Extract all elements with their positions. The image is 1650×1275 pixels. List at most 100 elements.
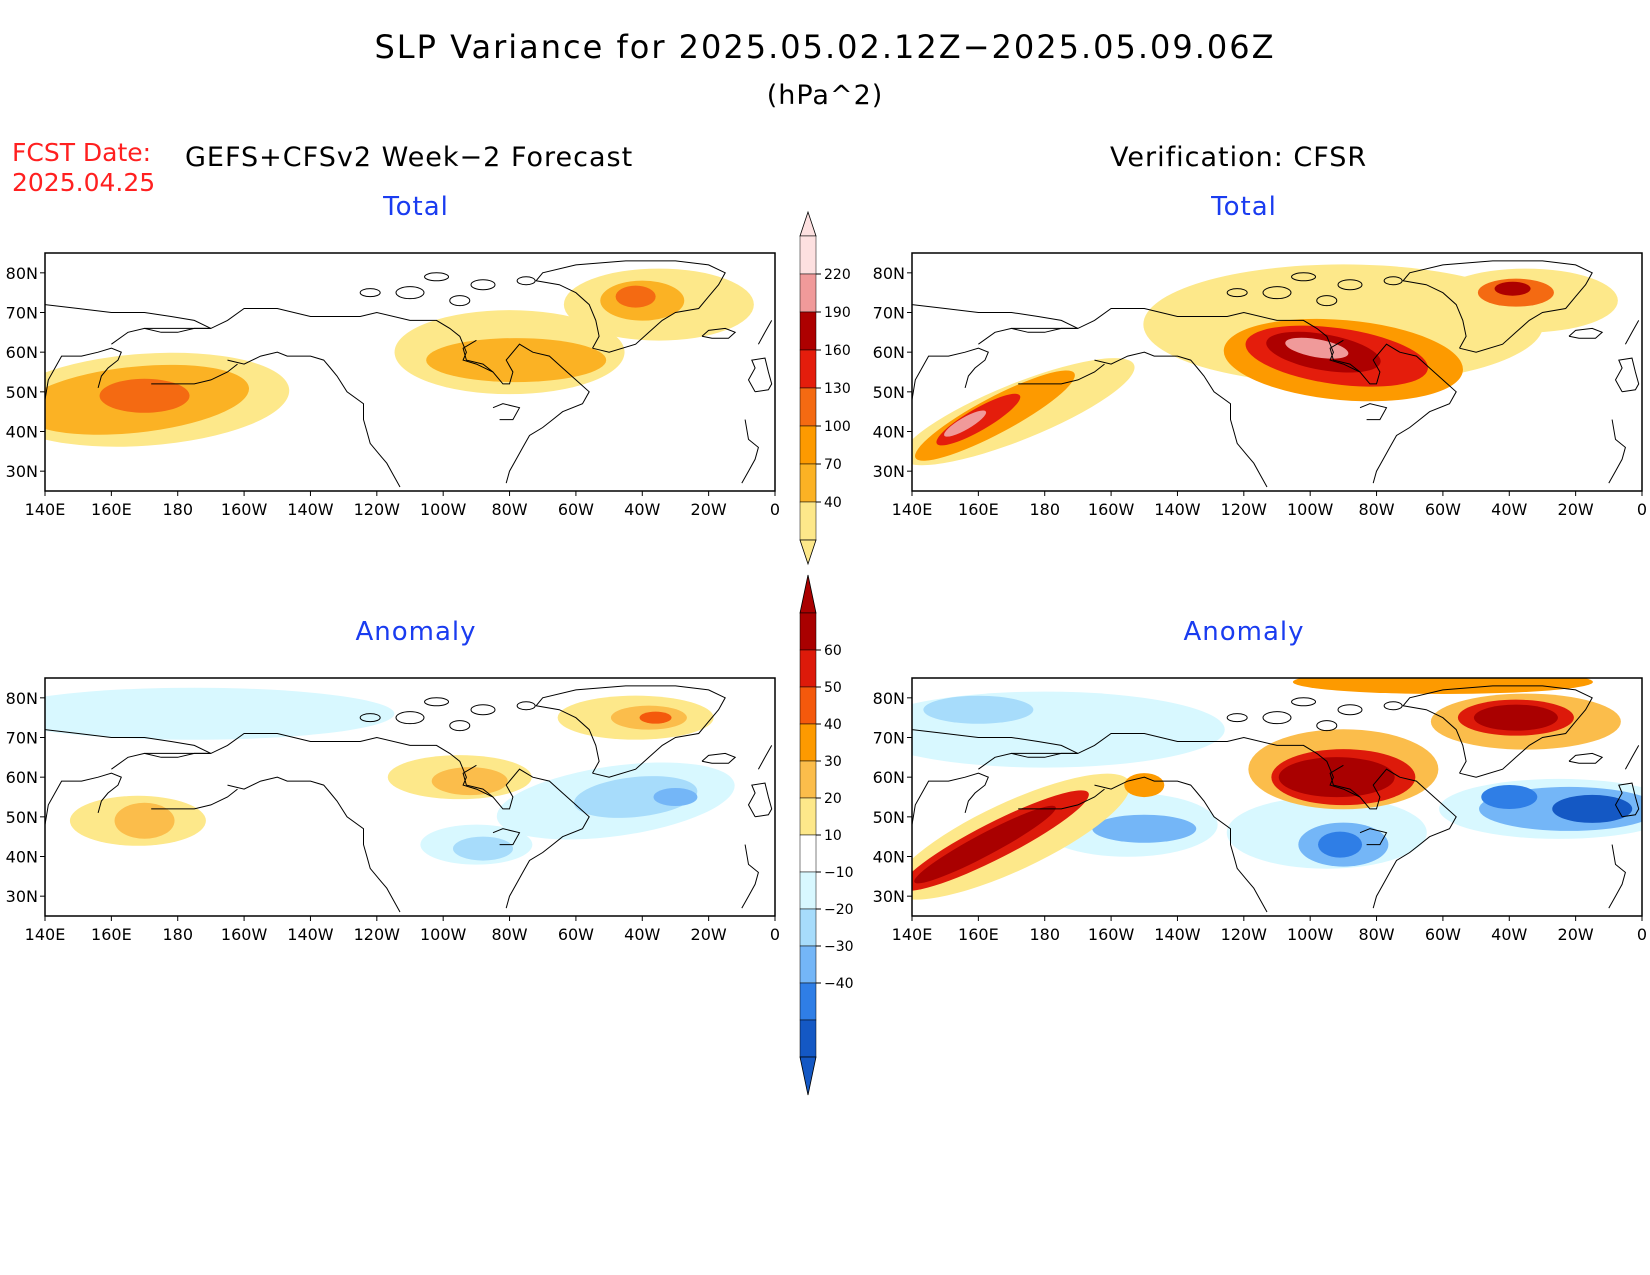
map-svg: 140E 160E 180 160W 140W 120W 100W 80W 60W 40W 20W 0…	[873, 677, 1647, 944]
x-tick-label: 40W	[1491, 925, 1527, 944]
arctic-island-0	[1262, 286, 1292, 300]
map-frame	[911, 677, 1643, 917]
arctic-island-5	[1226, 288, 1248, 298]
coastline-3	[912, 347, 989, 400]
anomaly-area	[923, 695, 1034, 724]
axes: 140E 160E 180 160W 140W 120W 100W 80W 60W 40W 20W 0…	[6, 677, 780, 944]
anomaly-area	[1552, 794, 1633, 823]
colorbar-svg: 60 50 40 30 20 10 −10 −20 −30 −40	[799, 574, 854, 1096]
panel-title-verification-anomaly: Anomaly	[1183, 617, 1305, 647]
x-tick-label: 40W	[624, 500, 660, 519]
variance-area	[1494, 281, 1531, 296]
colorbar-swatch	[799, 235, 817, 275]
x-tick-label: 140W	[1154, 925, 1201, 944]
x-tick-label: 160W	[221, 925, 268, 944]
colorbar-swatch	[799, 945, 817, 984]
y-tick-label: 50N	[873, 808, 905, 827]
colorbar-swatch	[799, 723, 817, 762]
arctic-island-4	[1291, 697, 1317, 707]
map-frame	[44, 252, 776, 492]
colorbar-anomaly: 60 50 40 30 20 10 −10 −20 −30 −40	[799, 574, 860, 1096]
coastline-3	[912, 772, 989, 825]
x-tick-label: 20W	[1558, 925, 1594, 944]
arctic-island-2	[470, 279, 496, 291]
coastline-4	[45, 729, 212, 758]
colorbar-label: 60	[824, 643, 842, 659]
coastline-11	[492, 403, 521, 421]
x-tick-label: 0	[770, 500, 780, 519]
arctic-island-3	[516, 701, 536, 711]
coastline-3	[45, 347, 122, 400]
anomaly-area	[914, 805, 1056, 884]
colorbar-swatch	[799, 1019, 817, 1058]
colorbar-label: 20	[824, 791, 842, 807]
coastline-11	[492, 828, 521, 846]
anomaly-area	[573, 776, 698, 818]
x-tick-label: 60W	[1425, 500, 1461, 519]
y-tick-label: 30N	[873, 462, 905, 481]
x-tick-label: 160E	[958, 500, 999, 519]
x-tick-label: 120W	[354, 500, 401, 519]
coastline-2	[1018, 788, 1105, 810]
map-svg: 140E 160E 180 160W 140W 120W 100W 80W 60W 40W 20W 0…	[873, 252, 1647, 519]
shaded-field	[912, 264, 1618, 466]
x-tick-label: 20W	[691, 500, 727, 519]
anomaly-area	[431, 767, 508, 796]
x-tick-label: 160W	[221, 500, 268, 519]
coastline-5	[1402, 260, 1593, 353]
x-tick-label: 140E	[25, 925, 66, 944]
coastline-6	[1568, 752, 1604, 764]
anomaly-area	[45, 687, 395, 740]
coastline-9	[1624, 320, 1640, 345]
right-column-header: Verification: CFSR	[1110, 142, 1368, 173]
fcst-date-value: 2025.04.25	[12, 168, 156, 197]
main-title: SLP Variance for 2025.05.02.12Z−2025.05.…	[374, 28, 1276, 66]
variance-area	[426, 338, 607, 383]
y-tick-label: 80N	[6, 689, 38, 708]
colorbar-label: 40	[824, 495, 842, 511]
x-tick-label: 180	[162, 500, 193, 519]
y-tick-label: 70N	[873, 729, 905, 748]
coastline-6	[1568, 327, 1604, 339]
x-tick-label: 180	[162, 925, 193, 944]
y-tick-label: 40N	[6, 423, 38, 442]
y-tick-label: 80N	[873, 264, 905, 283]
axes: 140E 160E 180 160W 140W 120W 100W 80W 60W 40W 20W 0…	[873, 677, 1647, 944]
colorbar-label: 220	[824, 267, 851, 283]
x-tick-label: 40W	[624, 925, 660, 944]
y-tick-label: 80N	[6, 264, 38, 283]
variance-area	[99, 378, 190, 413]
shaded-field	[45, 687, 735, 865]
shaded-field	[45, 268, 754, 447]
arctic-island-2	[1337, 279, 1363, 291]
colorbar-label: 30	[824, 754, 842, 770]
colorbar-label: 50	[824, 680, 842, 696]
colorbar-top-cap	[799, 574, 817, 614]
y-tick-label: 50N	[6, 808, 38, 827]
colorbar-total: 220 190 160 130 100 70 40	[799, 210, 860, 566]
fcst-date-caption: FCST Date:	[12, 138, 152, 167]
colorbar-label: −30	[824, 939, 854, 955]
x-tick-label: 140E	[25, 500, 66, 519]
colorbar-swatch	[799, 908, 817, 947]
map-forecast-anomaly: 140E 160E 180 160W 140W 120W 100W 80W 60W 40W 20W 0…	[6, 677, 780, 944]
y-tick-label: 30N	[6, 887, 38, 906]
anomaly-area	[1481, 785, 1538, 809]
colorbar-swatch	[799, 311, 817, 351]
colorbar-svg: 220 190 160 130 100 70 40	[799, 210, 851, 566]
coastline-5	[535, 260, 726, 353]
anomaly-area	[1278, 757, 1395, 798]
panel-title-verification-total: Total	[1211, 192, 1277, 222]
coastline-9	[757, 320, 773, 345]
coastline-7	[1614, 782, 1640, 818]
arctic-island-5	[1226, 713, 1248, 723]
x-tick-label: 140E	[892, 500, 933, 519]
coastline-1	[227, 776, 401, 913]
coastline-4	[45, 304, 212, 333]
coastline-4	[912, 304, 1079, 333]
coastline-1	[1094, 776, 1268, 913]
colorbar-label: −20	[824, 902, 854, 918]
coastline-1	[227, 351, 401, 488]
coastline-10	[462, 339, 494, 373]
coastline-6	[701, 752, 737, 764]
